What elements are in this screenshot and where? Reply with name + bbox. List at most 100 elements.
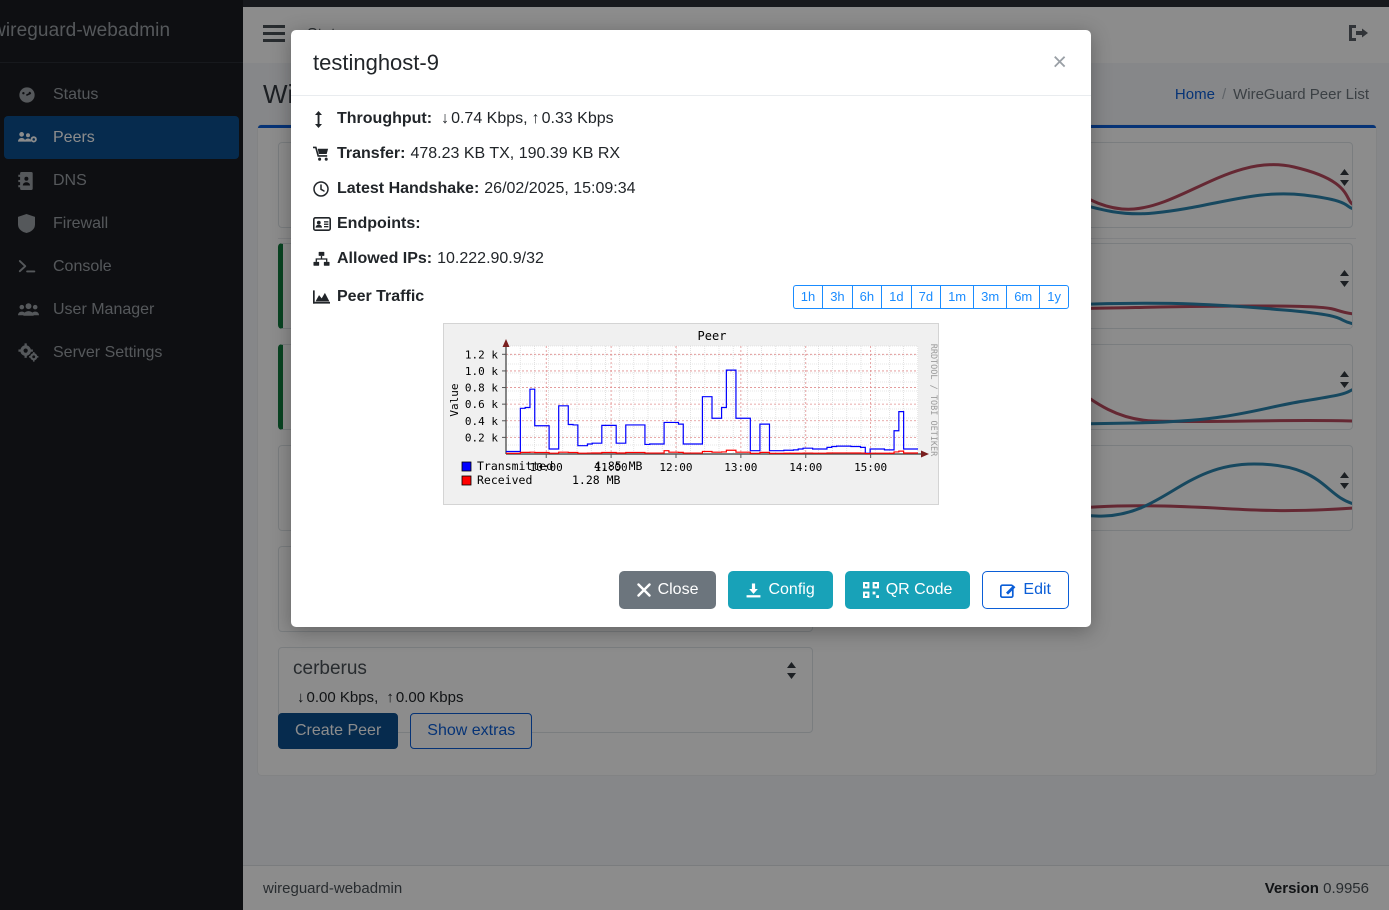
clock-icon (313, 181, 337, 197)
range-button-3m[interactable]: 3m (973, 285, 1007, 310)
show-extras-button[interactable]: Show extras (410, 713, 533, 749)
svg-text:0.8 k: 0.8 k (465, 382, 498, 395)
info-value: 26/02/2025, 15:09:34 (484, 180, 636, 197)
sidebar-item-peers[interactable]: Peers (4, 116, 239, 159)
hamburger-icon[interactable] (263, 24, 285, 46)
sidebar: wireguard-webadmin Status Peers DNS (0, 0, 243, 910)
breadcrumb-home-link[interactable]: Home (1174, 85, 1215, 103)
download-arrow-icon: ↓ (297, 689, 305, 706)
gears-icon (18, 343, 44, 362)
peer-down-value: 0.00 Kbps (306, 689, 375, 706)
range-button-1m[interactable]: 1m (940, 285, 974, 310)
page-footer: wireguard-webadmin Version 0.9956 (243, 865, 1389, 910)
info-label: Throughput: (337, 110, 433, 127)
sidebar-item-label: Server Settings (53, 343, 163, 361)
modal-title: testinghost-9 (313, 49, 439, 75)
range-button-1h[interactable]: 1h (792, 285, 823, 310)
sidebar-item-server-settings[interactable]: Server Settings (4, 331, 239, 374)
svg-text:1.2 k: 1.2 k (465, 349, 498, 362)
sidebar-brand-text: wireguard-webadmin (0, 20, 171, 41)
sidebar-item-status[interactable]: Status (4, 73, 239, 116)
throughput-icon (313, 110, 337, 128)
svg-text:12:00: 12:00 (659, 461, 692, 474)
info-row-endpoints: Endpoints: (313, 215, 1069, 233)
range-button-6h[interactable]: 6h (851, 285, 882, 310)
id-card-icon (313, 217, 337, 231)
upload-arrow-icon: ↑ (386, 689, 394, 706)
peer-name: cerberus (293, 658, 367, 679)
svg-text:Received: Received (477, 473, 532, 487)
logout-icon[interactable] (1347, 23, 1369, 47)
peer-up-value: 0.00 Kbps (395, 689, 464, 706)
top-strip (243, 0, 1389, 7)
area-chart-icon (313, 290, 337, 304)
range-button-6m[interactable]: 6m (1006, 285, 1040, 310)
range-button-7d[interactable]: 7d (910, 285, 941, 310)
modal-header: testinghost-9 × (291, 30, 1091, 96)
sidebar-item-label: Status (53, 85, 99, 103)
qr-code-button[interactable]: QR Code (844, 571, 971, 609)
sidebar-item-label: User Manager (53, 300, 155, 318)
sidebar-item-firewall[interactable]: Firewall (4, 202, 239, 245)
svg-text:0.4 k: 0.4 k (465, 415, 498, 428)
edit-button-label: Edit (1023, 581, 1051, 598)
svg-text:4.85 MB: 4.85 MB (594, 459, 643, 473)
info-row-throughput: Throughput: ↓ 0.74 Kbps, ↑ 0.33 Kbps (313, 110, 1069, 128)
peer-traffic-label: Peer Traffic (337, 288, 425, 306)
sidebar-nav: Status Peers DNS Firewall (0, 63, 243, 374)
range-button-3h[interactable]: 3h (822, 285, 852, 310)
svg-text:0.6 k: 0.6 k (465, 398, 498, 411)
close-icon[interactable]: × (1052, 48, 1067, 76)
svg-text:15:00: 15:00 (854, 461, 887, 474)
modal-body: Throughput: ↓ 0.74 Kbps, ↑ 0.33 Kbps Tra… (291, 96, 1091, 557)
qr-code-icon (862, 582, 879, 598)
svg-text:Value: Value (448, 384, 461, 417)
sidebar-item-label: Peers (53, 128, 95, 146)
svg-text:13:00: 13:00 (724, 461, 757, 474)
sort-handle-icon[interactable] (785, 662, 798, 683)
svg-text:0.2 k: 0.2 k (465, 432, 498, 445)
svg-text:1.0 k: 1.0 k (465, 365, 498, 378)
peers-icon (18, 129, 44, 147)
svg-text:Transmitted: Transmitted (477, 459, 553, 473)
sidebar-brand[interactable]: wireguard-webadmin (0, 0, 243, 63)
shield-icon (18, 214, 44, 233)
transfer-icon (313, 146, 337, 162)
terminal-icon (18, 258, 44, 275)
create-peer-button[interactable]: Create Peer (278, 713, 399, 749)
book-icon (18, 171, 44, 190)
breadcrumb: Home / WireGuard Peer List (1175, 86, 1369, 103)
sidebar-item-console[interactable]: Console (4, 245, 239, 288)
info-row-allowed-ips: Allowed IPs: 10.222.90.9/32 (313, 250, 1069, 268)
svg-text:1.28 MB: 1.28 MB (572, 473, 621, 487)
range-button-1d[interactable]: 1d (881, 285, 911, 310)
info-value: 10.222.90.9/32 (437, 250, 544, 267)
sidebar-item-label: DNS (53, 171, 87, 189)
info-label: Endpoints: (337, 215, 421, 232)
svg-text:RRDTOOL / TOBI OETIKER: RRDTOOL / TOBI OETIKER (928, 344, 938, 457)
svg-text:Peer: Peer (698, 329, 727, 343)
navbar-right (1347, 23, 1369, 47)
info-label: Allowed IPs: (337, 250, 433, 267)
close-button[interactable]: Close (618, 571, 717, 609)
info-row-handshake: Latest Handshake: 26/02/2025, 15:09:34 (313, 180, 1069, 198)
sidebar-item-dns[interactable]: DNS (4, 159, 239, 202)
range-button-1y[interactable]: 1y (1039, 285, 1069, 310)
peer-throughput: ↓ 0.00 Kbps, ↑ 0.00 Kbps (297, 689, 464, 706)
config-button[interactable]: Config (728, 571, 833, 609)
svg-text:10:00: 10:00 (530, 461, 563, 474)
download-arrow-icon: ↓ (441, 110, 450, 127)
footer-brand: wireguard-webadmin (263, 879, 403, 897)
peer-traffic-graph[interactable]: Peer Value 0.2 k 0.4 k 0.6 k 0.8 k 1.0 k 1.2 k 1… (443, 323, 939, 506)
peer-detail-modal: testinghost-9 × Throughput: ↓ 0.74 Kbps,… (291, 30, 1091, 627)
sidebar-item-user-manager[interactable]: User Manager (4, 288, 239, 331)
peer-traffic-row: Peer Traffic 1h 3h 6h 1d 7d 1m 3m 6m 1y (313, 285, 1069, 310)
info-row-transfer: Transfer: 478.23 KB TX, 190.39 KB RX (313, 145, 1069, 163)
sidebar-item-label: Firewall (53, 214, 109, 232)
version-value: 0.9956 (1323, 879, 1369, 897)
time-range-group: 1h 3h 6h 1d 7d 1m 3m 6m 1y (792, 285, 1069, 310)
edit-button[interactable]: Edit (982, 571, 1069, 609)
close-button-label: Close (657, 581, 699, 598)
version-label: Version (1264, 879, 1319, 897)
